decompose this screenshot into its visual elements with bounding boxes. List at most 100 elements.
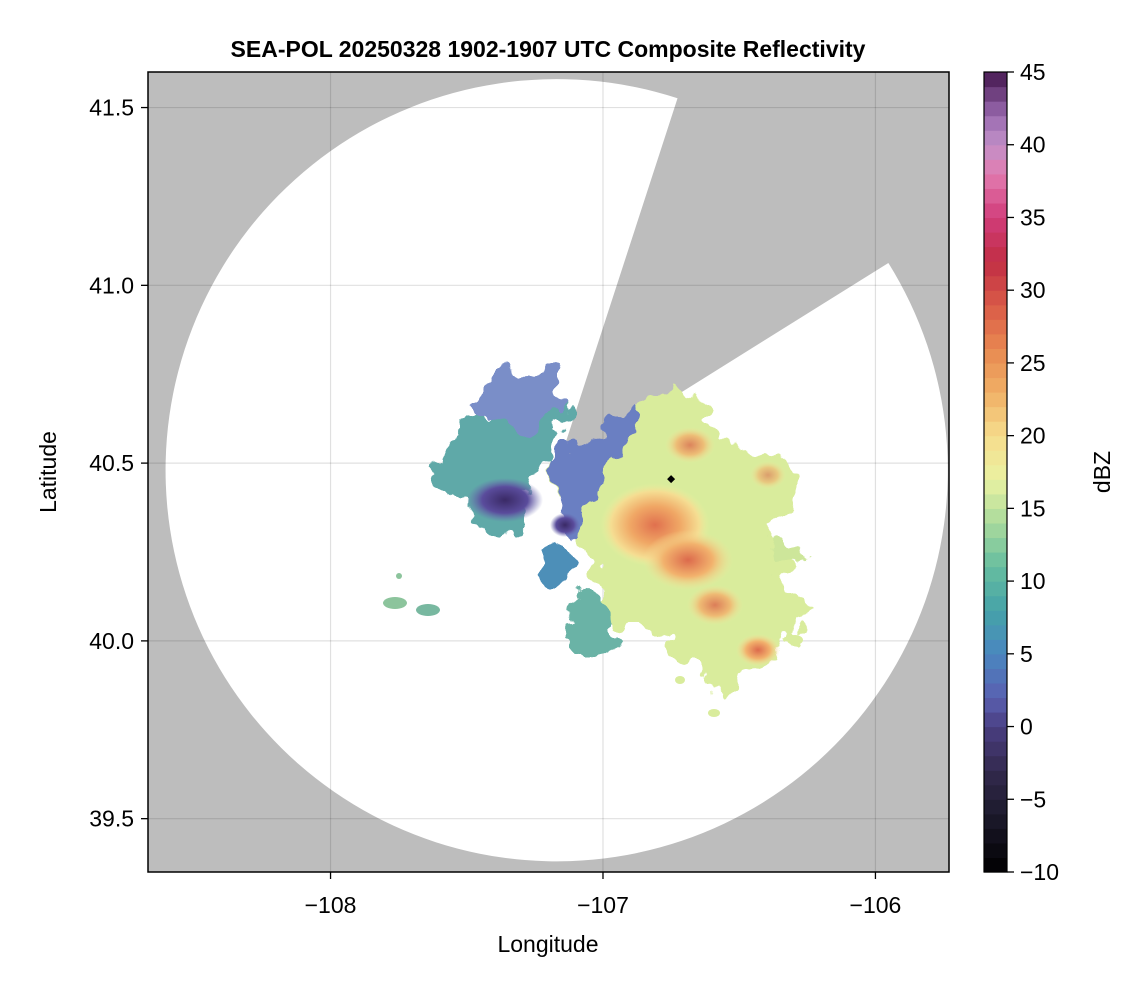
- x-axis-ticks: −108 −107 −106: [305, 872, 902, 918]
- y-axis-label: Latitude: [35, 431, 61, 513]
- colorbar-bin: [984, 595, 1007, 611]
- colorbar-bin: [984, 726, 1007, 742]
- colorbar-bin: [984, 624, 1007, 640]
- colorbar-bin: [984, 188, 1007, 204]
- colorbar-bin: [984, 319, 1007, 335]
- echo-core-6: [750, 461, 786, 489]
- echo-core-5: [736, 634, 780, 666]
- colorbar-bin: [984, 377, 1007, 393]
- colorbar-tick-label: 0: [1020, 714, 1033, 740]
- colorbar-tick-label: 10: [1020, 568, 1046, 594]
- colorbar-bin: [984, 421, 1007, 437]
- colorbar-tick-label: 15: [1020, 495, 1046, 521]
- colorbar-bin: [984, 144, 1007, 160]
- colorbar-bin: [984, 799, 1007, 815]
- echo-core-2: [643, 530, 733, 590]
- echo-small-2: [383, 597, 407, 609]
- colorbar-bin: [984, 682, 1007, 699]
- colorbar-tick-label: 40: [1020, 132, 1046, 158]
- echo-small-1: [416, 604, 440, 616]
- colorbar-tick-label: −5: [1020, 786, 1046, 812]
- colorbar-bin: [984, 741, 1007, 757]
- echo-core-4: [687, 585, 743, 625]
- echo-core-3: [665, 427, 715, 463]
- echo-small-4: [708, 709, 720, 717]
- colorbar-bin: [984, 479, 1007, 495]
- colorbar-bin: [984, 246, 1007, 262]
- colorbar-bin: [984, 86, 1007, 102]
- marker-diamond: [667, 475, 676, 484]
- x-tick-label: −108: [305, 892, 357, 918]
- colorbar-bin: [984, 406, 1007, 422]
- colorbar-bin: [984, 202, 1007, 219]
- colorbar-bin: [984, 581, 1007, 597]
- y-tick-label: 41.5: [89, 95, 134, 121]
- colorbar-bin: [984, 290, 1007, 306]
- colorbar-tick-label: 45: [1020, 59, 1046, 85]
- y-tick-label: 40.5: [89, 450, 134, 476]
- echo-west-dark-core-2: [550, 513, 580, 537]
- colorbar-tick-label: 30: [1020, 277, 1046, 303]
- colorbar-tick-label: 25: [1020, 350, 1046, 376]
- colorbar-bin: [984, 333, 1007, 349]
- colorbar-bin: [984, 770, 1007, 786]
- colorbar-bin: [984, 508, 1007, 524]
- colorbar-bin: [984, 712, 1007, 728]
- colorbar-bin: [984, 362, 1007, 379]
- colorbar-bin: [984, 217, 1007, 233]
- colorbar-bin: [984, 101, 1007, 117]
- plot-frame: [147, 71, 950, 873]
- colorbar-bin: [984, 173, 1007, 189]
- colorbar-bin: [984, 159, 1007, 175]
- colorbar-bin: [984, 828, 1007, 844]
- colorbar-bin: [984, 348, 1007, 364]
- colorbar-label: dBZ: [1089, 451, 1115, 493]
- colorbar-bin: [984, 130, 1007, 146]
- colorbar-tick-label: −10: [1020, 859, 1059, 885]
- colorbar-bin: [984, 435, 1007, 451]
- colorbar-bin: [984, 261, 1007, 277]
- echo-main-blue-edge: [555, 400, 640, 540]
- colorbar-tick-label: 35: [1020, 204, 1046, 230]
- reflectivity-echoes: [383, 370, 805, 717]
- colorbar-bin: [984, 857, 1007, 873]
- colorbar-bin: [984, 72, 1007, 88]
- colorbar-bin: [984, 493, 1007, 509]
- colorbar-bin: [984, 842, 1007, 859]
- colorbar-bin: [984, 392, 1007, 408]
- echo-sw-cell-2: [536, 550, 570, 588]
- y-axis-ticks: 39.5 40.0 40.5 41.0 41.5: [89, 95, 148, 832]
- colorbar-bin: [984, 697, 1007, 713]
- colorbar-bin: [984, 304, 1007, 320]
- plot-area: [148, 72, 949, 872]
- colorbar-bin: [984, 668, 1007, 684]
- colorbar-tick-label: 20: [1020, 423, 1046, 449]
- colorbar-bin: [984, 275, 1007, 291]
- echo-sw-cell-1: [563, 596, 618, 654]
- colorbar-bin: [984, 232, 1007, 248]
- x-axis-label: Longitude: [497, 931, 598, 957]
- echo-west-upper: [470, 370, 565, 429]
- colorbar: −10 −5 0 5 10 15 20 25 30 35 40 45: [983, 59, 1059, 885]
- y-tick-label: 41.0: [89, 272, 134, 298]
- echo-small-3: [396, 573, 402, 579]
- colorbar-bin: [984, 755, 1007, 771]
- y-tick-label: 39.5: [89, 806, 134, 832]
- chart-title: SEA-POL 20250328 1902-1907 UTC Composite…: [231, 36, 866, 62]
- markers: [667, 475, 676, 484]
- colorbar-bin: [984, 552, 1007, 568]
- y-tick-label: 40.0: [89, 628, 134, 654]
- colorbar-bin: [984, 566, 1007, 582]
- x-tick-label: −106: [850, 892, 902, 918]
- colorbar-bin: [984, 537, 1007, 553]
- echo-east-cell: [764, 543, 801, 570]
- colorbar-bin: [984, 653, 1007, 669]
- colorbar-bin: [984, 784, 1007, 800]
- x-tick-label: −107: [577, 892, 629, 918]
- colorbar-bin: [984, 464, 1007, 480]
- colorbar-bin: [984, 639, 1007, 655]
- colorbar-frame: [983, 71, 1008, 873]
- colorbar-bin: [984, 450, 1007, 466]
- colorbar-tick-label: 5: [1020, 641, 1033, 667]
